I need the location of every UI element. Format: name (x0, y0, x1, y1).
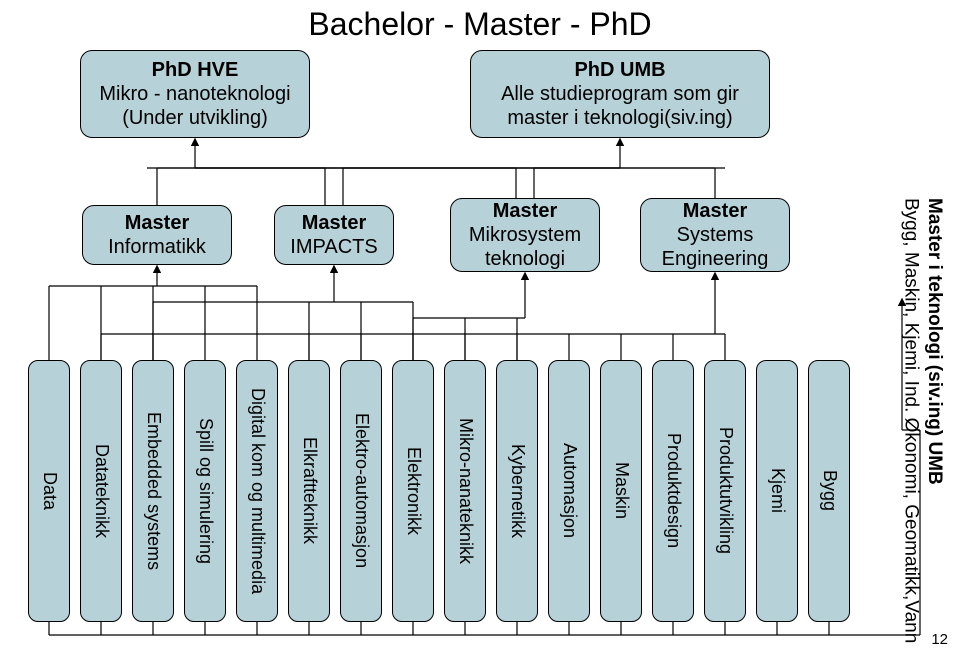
program-col: Elektro-automasjon (340, 360, 382, 622)
master-node-m-mik: MasterMikrosystemteknologi (450, 198, 600, 272)
program-label: Elektronikk (402, 437, 424, 545)
phd-node-phd-hve: PhD HVEMikro - nanoteknologi(Under utvik… (80, 50, 310, 138)
program-label: Kybernetikk (506, 434, 528, 548)
master-node-m-imp: MasterIMPACTS (274, 205, 394, 265)
phd-line: PhD HVE (152, 58, 239, 82)
program-label: Elektro-automasjon (350, 403, 372, 578)
master-line: Engineering (662, 247, 769, 271)
page-number: 12 (931, 631, 948, 648)
phd-line: (Under utvikling) (122, 106, 268, 130)
program-label: Maskin (610, 452, 632, 529)
program-col: Embedded systems (132, 360, 174, 622)
program-label: Bygg (818, 460, 840, 521)
program-col: Produktdesign (652, 360, 694, 622)
umb-right-label: Master i teknologi (siv.ing) UMB Bygg, M… (899, 198, 947, 643)
phd-line: master i teknologi(siv.ing) (507, 106, 732, 130)
phd-line: Mikro - nanoteknologi (99, 82, 290, 106)
program-label: Kjemi (766, 458, 788, 523)
master-line: Master (493, 199, 557, 223)
program-col: Mikro-nanateknikk (444, 360, 486, 622)
program-label: Digital kom og multimedia (246, 378, 268, 604)
master-line: Master (125, 211, 189, 235)
program-col: Spill og simulering (184, 360, 226, 622)
program-label: Data (38, 462, 60, 520)
program-label: Produktdesign (662, 423, 684, 558)
program-col: Maskin (600, 360, 642, 622)
master-line: Systems (677, 223, 754, 247)
program-col: Elkraftteknikk (288, 360, 330, 622)
program-col: Bygg (808, 360, 850, 622)
master-node-m-inf: MasterInformatikk (82, 205, 232, 265)
program-label: Spill og simulering (194, 408, 216, 574)
program-label: Elkraftteknikk (298, 427, 320, 554)
master-node-m-sys: MasterSystemsEngineering (640, 198, 790, 272)
program-col: Data (28, 360, 70, 622)
program-label: Embedded systems (142, 402, 164, 580)
diagram-title: Bachelor - Master - PhD (0, 6, 960, 43)
program-col: Digital kom og multimedia (236, 360, 278, 622)
program-col: Produktutvikling (704, 360, 746, 622)
phd-line: Alle studieprogram som gir (501, 82, 739, 106)
program-col: Elektronikk (392, 360, 434, 622)
program-col: Kybernetikk (496, 360, 538, 622)
program-col: Datateknikk (80, 360, 122, 622)
master-line: Mikrosystem (469, 223, 581, 247)
phd-line: PhD UMB (574, 58, 665, 82)
phd-node-phd-umb: PhD UMBAlle studieprogram som girmaster … (470, 50, 770, 138)
program-label: Mikro-nanateknikk (454, 408, 476, 574)
program-label: Produktutvikling (714, 417, 736, 564)
master-line: Master (683, 199, 747, 223)
program-label: Automasjon (558, 433, 580, 548)
master-line: Master (302, 211, 366, 235)
master-line: IMPACTS (290, 235, 377, 259)
master-line: teknologi (485, 247, 565, 271)
program-label: Datateknikk (90, 434, 112, 548)
program-col: Automasjon (548, 360, 590, 622)
master-line: Informatikk (108, 235, 206, 259)
program-col: Kjemi (756, 360, 798, 622)
